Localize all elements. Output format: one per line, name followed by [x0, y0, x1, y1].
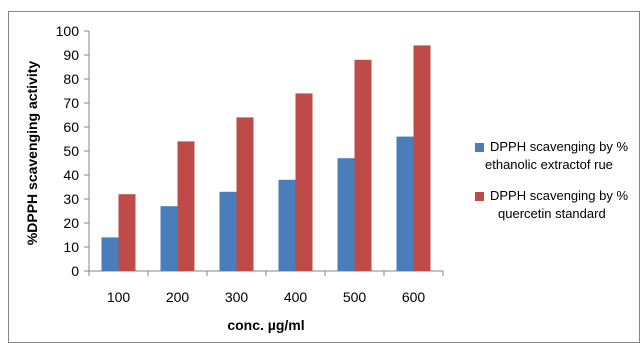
legend-label-line: quercetin standard: [498, 206, 606, 221]
legend-label-line: DPPH scavenging by %: [490, 139, 628, 154]
bar-extract-500: [337, 158, 355, 271]
y-tick-label: 70: [63, 95, 79, 111]
bar-extract-600: [396, 136, 414, 271]
legend-swatch-extract: [475, 143, 484, 152]
y-tick-label: 20: [63, 215, 79, 231]
legend-label-quercetin: DPPH scavenging by % quercetin standard: [490, 188, 628, 221]
y-tick-label: 0: [71, 263, 79, 279]
x-axis: 100 200 300 400 500 600: [88, 270, 444, 305]
legend: DPPH scavenging by % ethanolic extractof …: [475, 139, 628, 221]
x-tick-label: 500: [343, 289, 367, 305]
y-tick-label: 60: [63, 119, 79, 135]
x-tick-label: 200: [166, 289, 190, 305]
y-tick-label: 40: [63, 167, 79, 183]
y-tick-label: 80: [63, 71, 79, 87]
bars: [101, 45, 431, 272]
bar-quercetin-500: [354, 59, 372, 271]
y-axis-label: %DPPH scavenging activity: [24, 61, 40, 246]
y-tick-label: 100: [56, 23, 80, 39]
x-axis-label: conc. µg/ml: [227, 317, 304, 333]
bar-extract-100: [101, 237, 119, 271]
legend-label-line: ethanolic extractof rue: [485, 157, 613, 172]
bar-quercetin-300: [236, 117, 254, 272]
y-tick-label: 50: [63, 143, 79, 159]
legend-swatch-quercetin: [475, 192, 484, 201]
y-tick-label: 90: [63, 47, 79, 63]
bar-quercetin-200: [177, 141, 195, 271]
legend-label-extract: DPPH scavenging by % ethanolic extractof …: [485, 139, 628, 172]
bar-quercetin-600: [413, 45, 431, 272]
x-tick-label: 600: [402, 289, 426, 305]
bar-extract-200: [160, 206, 178, 271]
x-tick-label: 400: [284, 289, 308, 305]
bar-extract-300: [219, 191, 237, 271]
bar-quercetin-100: [118, 194, 136, 271]
y-tick-label: 10: [63, 239, 79, 255]
bar-extract-400: [278, 179, 296, 271]
bar-quercetin-400: [295, 93, 313, 272]
legend-label-line: DPPH scavenging by %: [490, 188, 628, 203]
y-axis: 0 10 20 30 40 50 60 70 80 90 100: [56, 23, 90, 279]
x-tick-label: 300: [225, 289, 249, 305]
x-tick-label: 100: [107, 289, 131, 305]
y-tick-label: 30: [63, 191, 79, 207]
